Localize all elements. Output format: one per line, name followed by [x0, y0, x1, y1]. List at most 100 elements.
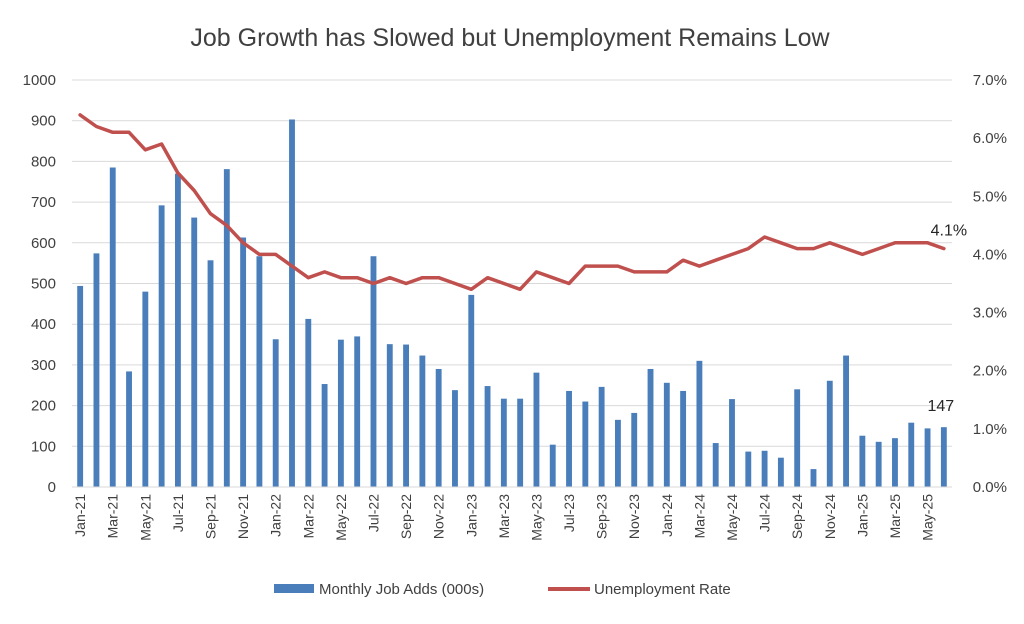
job-adds-bar: [940, 427, 947, 487]
job-adds-bar: [696, 360, 703, 487]
left-tick-label: 900: [31, 113, 56, 130]
job-adds-bar: [272, 339, 279, 487]
x-tick-label: Mar-21: [105, 494, 121, 539]
left-tick-label: 1000: [23, 72, 56, 89]
x-tick-label: May-22: [333, 494, 349, 541]
left-tick-label: 800: [31, 153, 56, 170]
x-tick-label: Sep-21: [203, 494, 219, 539]
job-adds-bar: [158, 205, 165, 487]
job-adds-bar: [484, 386, 491, 487]
job-adds-bar: [126, 371, 132, 487]
job-adds-bar: [500, 398, 507, 487]
job-adds-bar: [77, 285, 84, 487]
job-adds-bar: [614, 419, 621, 487]
last-bar-label: 147: [928, 398, 955, 415]
left-tick-label: 100: [31, 438, 56, 455]
legend: Monthly Job Adds (000s) Unemployment Rat…: [274, 581, 731, 598]
job-adds-bar: [761, 450, 768, 487]
job-adds-bar: [419, 355, 426, 487]
job-adds-bar: [256, 256, 263, 487]
job-adds-bar: [794, 389, 801, 487]
job-adds-bar: [321, 384, 328, 487]
x-tick-label: Jul-24: [757, 494, 773, 532]
job-adds-bar: [207, 260, 214, 487]
job-adds-bar: [745, 451, 752, 487]
x-axis-ticks: Jan-21 Mar-21 May-21 Jul-21 Sep-21 Nov-21 Jan-…: [72, 494, 935, 541]
job-adds-bar: [566, 390, 572, 487]
job-adds-bar: [582, 401, 589, 487]
x-tick-label: Jan-24: [659, 494, 675, 537]
x-tick-label: May-24: [724, 494, 740, 541]
x-tick-label: Mar-24: [691, 494, 707, 539]
job-adds-bar: [777, 457, 784, 487]
data-labels: 147 4.1%: [928, 223, 968, 416]
x-tick-label: Nov-23: [626, 494, 642, 539]
left-axis-ticks: 0 100 200 300 400 500 600 700 800 900 1000: [23, 72, 56, 496]
job-adds-bar: [109, 167, 116, 487]
job-adds-bar: [712, 443, 719, 487]
right-tick-label: 1.0%: [973, 421, 1007, 438]
job-adds-bar: [810, 469, 817, 487]
x-tick-label: Jan-22: [268, 494, 284, 537]
x-tick-label: Nov-21: [235, 494, 251, 539]
job-adds-bar: [647, 368, 654, 487]
job-adds-bar: [468, 294, 475, 487]
x-tick-label: Jan-23: [463, 494, 479, 537]
right-tick-label: 2.0%: [973, 363, 1007, 380]
x-tick-label: May-23: [528, 494, 544, 541]
right-tick-label: 7.0%: [973, 72, 1007, 89]
job-adds-bar: [223, 169, 230, 487]
job-adds-bars: [77, 119, 947, 488]
job-adds-bar: [174, 173, 181, 488]
x-tick-label: Nov-22: [431, 494, 447, 539]
left-tick-label: 300: [31, 357, 56, 374]
right-tick-label: 0.0%: [973, 479, 1007, 496]
legend-swatch-job-adds: [274, 584, 314, 593]
left-tick-label: 500: [31, 276, 56, 293]
last-rate-label: 4.1%: [931, 223, 967, 240]
legend-label-unemployment: Unemployment Rate: [594, 581, 731, 598]
job-adds-bar: [859, 435, 866, 487]
left-tick-label: 600: [31, 235, 56, 252]
x-tick-label: Mar-22: [300, 494, 316, 539]
x-tick-label: Mar-25: [887, 494, 903, 539]
job-adds-bar: [843, 355, 850, 487]
job-adds-bar: [663, 382, 670, 487]
unemployment-line: [78, 113, 946, 292]
job-adds-bar: [549, 444, 556, 487]
x-tick-label: Sep-22: [398, 494, 414, 539]
x-tick-label: Jul-23: [561, 494, 577, 532]
right-tick-label: 4.0%: [973, 246, 1007, 263]
job-adds-bar: [631, 412, 638, 487]
job-adds-bar: [533, 372, 540, 487]
job-adds-bar: [826, 380, 833, 487]
job-adds-bar: [337, 339, 344, 487]
job-adds-bar: [517, 398, 524, 487]
right-tick-label: 6.0%: [973, 130, 1007, 147]
job-adds-bar: [191, 217, 198, 488]
left-tick-label: 400: [31, 316, 56, 333]
x-tick-label: Sep-24: [789, 494, 805, 539]
unemployment-rate-line: [78, 113, 946, 292]
left-tick-label: 0: [48, 479, 56, 496]
job-adds-bar: [142, 291, 149, 487]
job-adds-bar: [729, 399, 735, 487]
x-tick-label: May-25: [920, 494, 936, 541]
job-adds-bar: [680, 390, 687, 487]
job-adds-bar: [386, 344, 393, 487]
job-adds-bar: [370, 256, 377, 487]
gridlines: [72, 79, 952, 447]
left-tick-label: 200: [31, 398, 56, 415]
job-adds-bar: [924, 428, 931, 487]
x-tick-label: May-21: [137, 494, 153, 541]
left-tick-label: 700: [31, 194, 56, 211]
chart-title: Job Growth has Slowed but Unemployment R…: [190, 24, 830, 52]
job-adds-bar: [875, 441, 882, 487]
job-adds-bar: [354, 336, 361, 487]
x-tick-label: Jan-21: [72, 494, 88, 537]
job-adds-bar: [598, 386, 605, 487]
job-adds-bar: [305, 318, 312, 487]
x-tick-label: Nov-24: [822, 494, 838, 539]
job-adds-bar: [93, 253, 100, 487]
